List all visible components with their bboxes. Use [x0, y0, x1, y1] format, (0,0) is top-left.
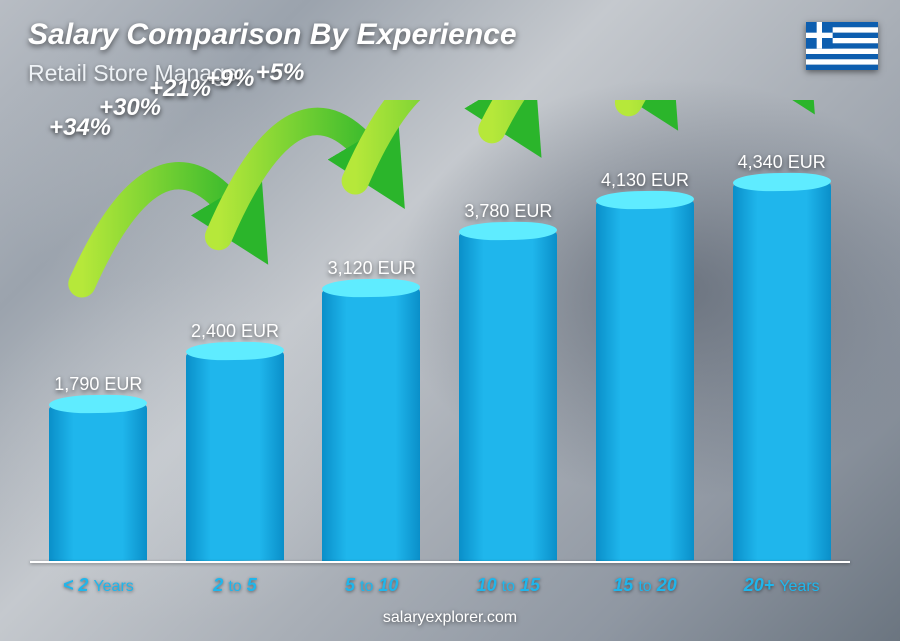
bar-shape [322, 288, 420, 561]
bar-value-label: 3,120 EUR [328, 258, 416, 279]
bar-value-label: 4,340 EUR [738, 152, 826, 173]
greece-flag-icon [806, 22, 878, 70]
bar-4: 4,130 EUR15 to 20 [577, 100, 714, 561]
bar-value-label: 3,780 EUR [464, 201, 552, 222]
bar-0: 1,790 EUR< 2 Years [30, 100, 167, 561]
x-axis-category: 10 to 15 [440, 575, 577, 596]
bar-3: 3,780 EUR10 to 15 [440, 100, 577, 561]
x-axis-category: 20+ Years [713, 575, 850, 596]
footer-attribution: salaryexplorer.com [0, 609, 900, 627]
bar-2: 3,120 EUR5 to 10 [303, 100, 440, 561]
bar-value-label: 2,400 EUR [191, 321, 279, 342]
growth-arc-label: +5% [256, 59, 305, 87]
bar-chart: 1,790 EUR< 2 Years2,400 EUR2 to 53,120 E… [30, 100, 850, 561]
bar-5: 4,340 EUR20+ Years [713, 100, 850, 561]
x-axis-category: 2 to 5 [167, 575, 304, 596]
x-axis-category: 5 to 10 [303, 575, 440, 596]
bar-value-label: 1,790 EUR [54, 374, 142, 395]
bar-shape [733, 182, 831, 562]
bar-shape [459, 231, 557, 562]
x-axis-category: < 2 Years [30, 575, 167, 596]
chart-title: Salary Comparison By Experience [28, 18, 517, 52]
bar-shape [186, 351, 284, 562]
bar-shape [49, 404, 147, 562]
bar-1: 2,400 EUR2 to 5 [167, 100, 304, 561]
bar-value-label: 4,130 EUR [601, 170, 689, 191]
bar-shape [596, 200, 694, 561]
chart-canvas: Salary Comparison By Experience Retail S… [0, 0, 900, 641]
x-axis-line [30, 561, 850, 563]
x-axis-category: 15 to 20 [577, 575, 714, 596]
chart-subtitle: Retail Store Manager [28, 60, 245, 87]
